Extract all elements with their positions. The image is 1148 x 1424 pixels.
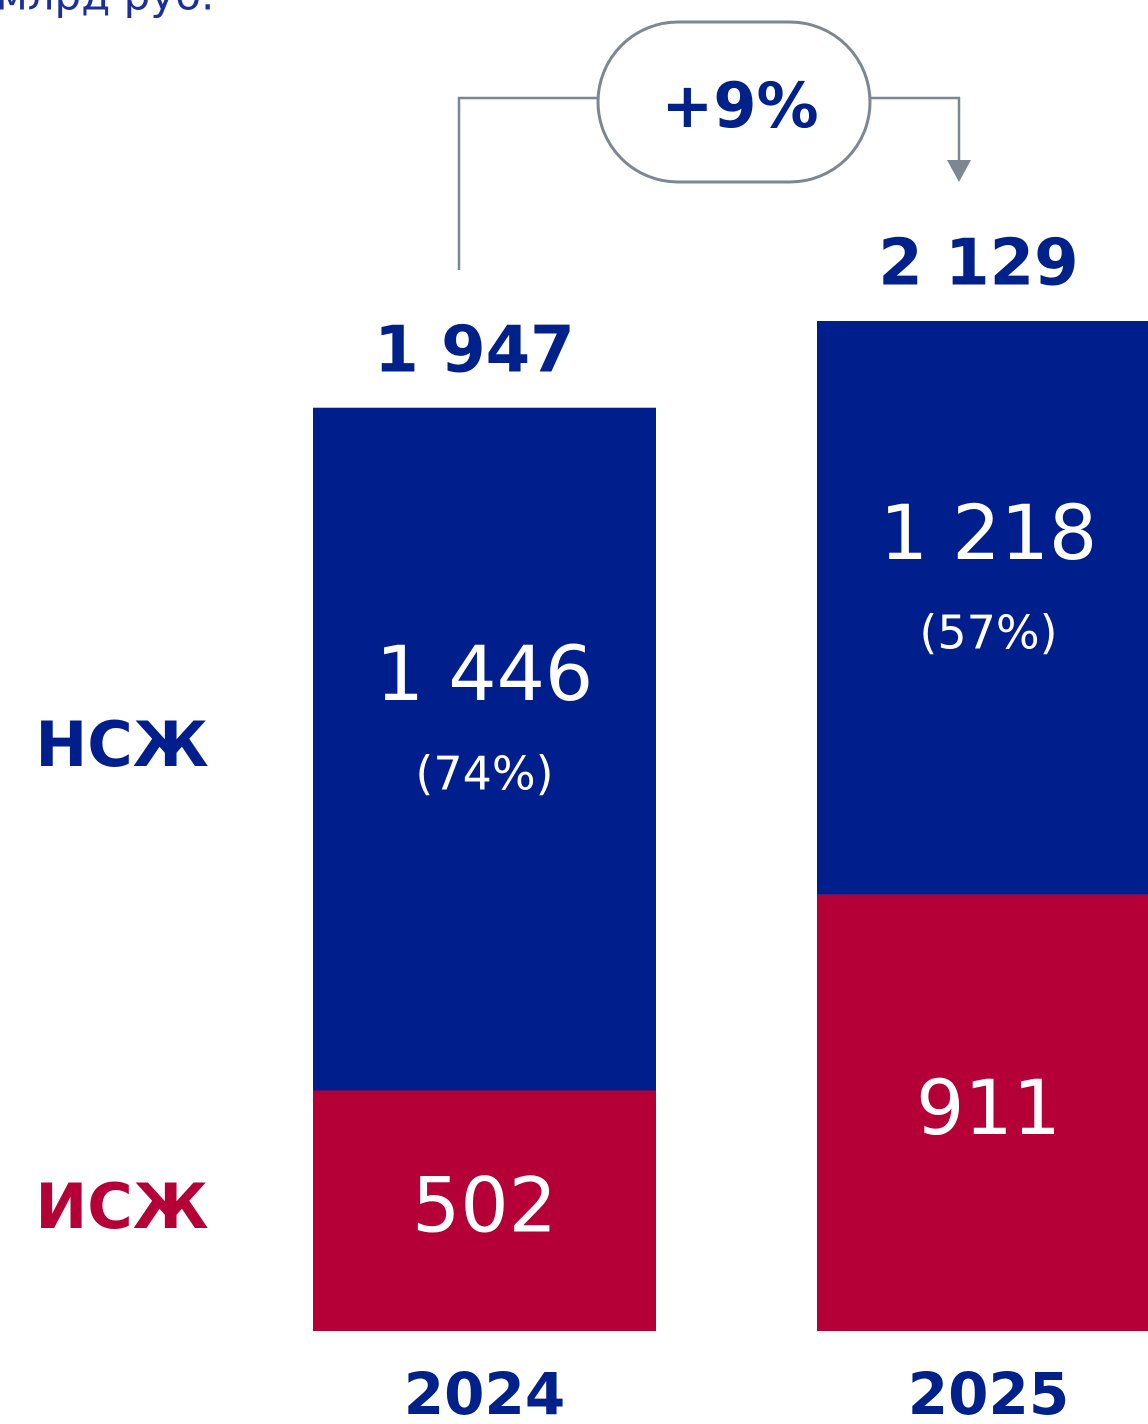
value-label: 911: [916, 1063, 1061, 1152]
share-label: (74%): [415, 747, 553, 801]
value-label: 1 446: [376, 629, 594, 718]
bar-segment: [313, 1090, 656, 1331]
growth-pill: [596, 20, 872, 184]
growth-label: +9%: [661, 69, 818, 142]
bar-segment: [817, 894, 1148, 1331]
legend-label: НСЖ: [35, 708, 208, 781]
arrow-head: [947, 160, 971, 182]
value-label: 502: [412, 1161, 557, 1250]
total-label: 1 947: [374, 313, 574, 387]
x-tick-label: 2025: [908, 1360, 1069, 1424]
value-label: 1 218: [880, 488, 1098, 577]
legend-label: ИСЖ: [35, 1170, 208, 1243]
x-tick-label: 2024: [404, 1360, 565, 1424]
share-label: (57%): [919, 605, 1057, 659]
bar-segment: [313, 407, 656, 1091]
total-label: 2 129: [878, 227, 1078, 301]
bar-segment: [817, 321, 1148, 895]
chart-title: млрд руб.: [0, 0, 214, 20]
growth-arrow: [457, 96, 961, 270]
